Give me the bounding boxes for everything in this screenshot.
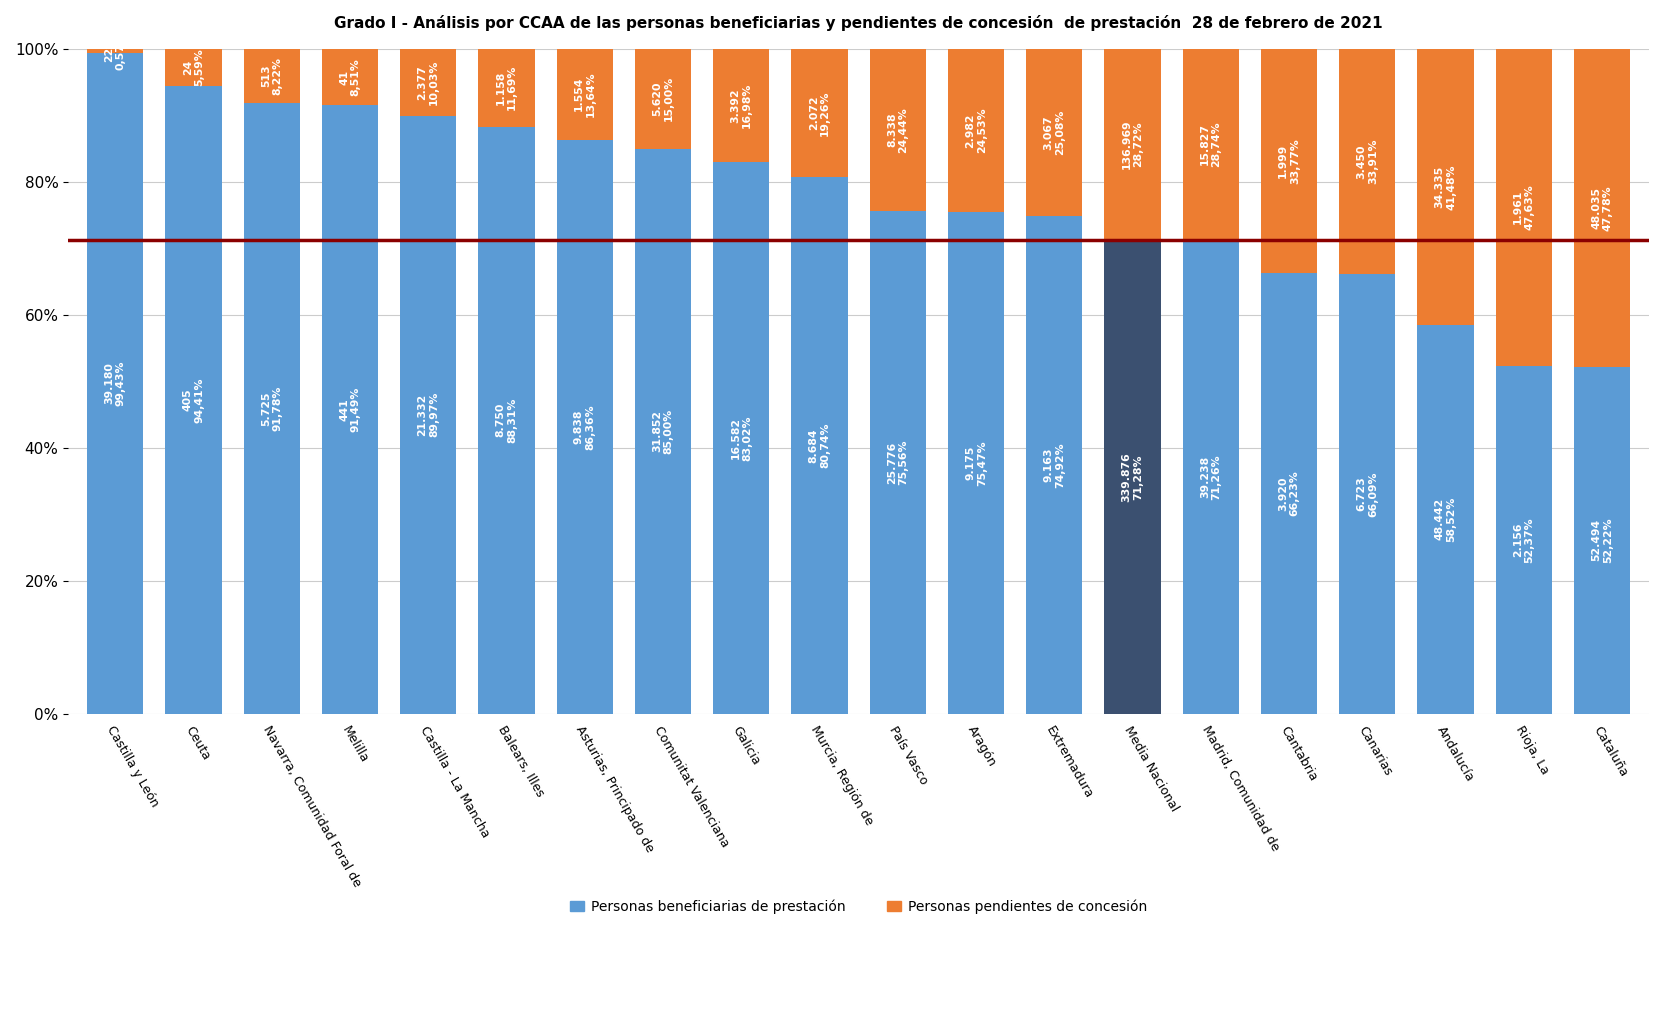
Bar: [792, 49, 847, 176]
Text: 24
5,59%: 24 5,59%: [183, 48, 205, 86]
Text: 15.827
28,74%: 15.827 28,74%: [1200, 122, 1221, 167]
Title: Grado I - Análisis por CCAA de las personas beneficiarias y pendientes de conces: Grado I - Análisis por CCAA de las perso…: [334, 15, 1383, 31]
Text: 39.180
99,43%: 39.180 99,43%: [105, 360, 126, 406]
Text: 6.723
66,09%: 6.723 66,09%: [1356, 471, 1378, 517]
Text: 41
8,51%: 41 8,51%: [339, 58, 361, 96]
Text: 31.852
85,00%: 31.852 85,00%: [652, 408, 674, 453]
Bar: [634, 149, 691, 714]
Bar: [1418, 49, 1474, 324]
Bar: [243, 104, 300, 714]
Text: 34.335
41,48%: 34.335 41,48%: [1434, 164, 1456, 209]
Bar: [478, 49, 534, 126]
Bar: [1574, 49, 1631, 366]
Text: 3.392
16,98%: 3.392 16,98%: [730, 83, 752, 128]
Text: 339.876
71,28%: 339.876 71,28%: [1122, 452, 1143, 502]
Bar: [165, 86, 221, 714]
Bar: [243, 49, 300, 104]
Text: 2.156
52,37%: 2.156 52,37%: [1513, 517, 1534, 562]
Text: 8.750
88,31%: 8.750 88,31%: [496, 397, 518, 443]
Text: 1.158
11,69%: 1.158 11,69%: [496, 65, 518, 111]
Bar: [87, 52, 143, 714]
Text: 16.582
83,02%: 16.582 83,02%: [730, 416, 752, 461]
Text: 25.776
75,56%: 25.776 75,56%: [887, 440, 909, 485]
Text: 5.620
15,00%: 5.620 15,00%: [652, 76, 674, 121]
Bar: [1496, 365, 1553, 714]
Bar: [634, 49, 691, 149]
Text: 8.684
80,74%: 8.684 80,74%: [809, 423, 830, 468]
Bar: [399, 116, 456, 714]
Bar: [1574, 366, 1631, 714]
Bar: [1418, 324, 1474, 714]
Bar: [321, 106, 378, 714]
Bar: [1183, 240, 1240, 714]
Bar: [1340, 49, 1396, 274]
Bar: [714, 49, 769, 162]
Bar: [1027, 215, 1082, 714]
Bar: [1496, 49, 1553, 365]
Text: 8.338
24,44%: 8.338 24,44%: [887, 108, 909, 153]
Text: 405
94,41%: 405 94,41%: [183, 378, 205, 423]
Bar: [948, 212, 1003, 714]
Bar: [478, 126, 534, 714]
Text: 513
8,22%: 513 8,22%: [261, 57, 283, 95]
Bar: [556, 140, 612, 714]
Bar: [1261, 49, 1318, 273]
Bar: [714, 162, 769, 714]
Text: 9.163
74,92%: 9.163 74,92%: [1043, 442, 1065, 487]
Text: 48.442
58,52%: 48.442 58,52%: [1434, 497, 1456, 542]
Text: 1.999
33,77%: 1.999 33,77%: [1278, 139, 1300, 184]
Bar: [556, 49, 612, 140]
Text: 2.982
24,53%: 2.982 24,53%: [965, 108, 987, 153]
Text: 3.920
66,23%: 3.920 66,23%: [1278, 471, 1300, 516]
Bar: [1105, 49, 1161, 240]
Bar: [792, 176, 847, 714]
Text: 441
91,49%: 441 91,49%: [339, 387, 361, 432]
Bar: [948, 49, 1003, 212]
Text: 136.969
28,72%: 136.969 28,72%: [1122, 119, 1143, 169]
Text: 224
0,57%: 224 0,57%: [105, 32, 126, 70]
Text: 1.961
47,63%: 1.961 47,63%: [1513, 185, 1534, 230]
Bar: [399, 49, 456, 116]
Text: 48.035
47,78%: 48.035 47,78%: [1591, 185, 1612, 231]
Text: 9.175
75,47%: 9.175 75,47%: [965, 440, 987, 485]
Bar: [321, 49, 378, 106]
Text: 1.554
13,64%: 1.554 13,64%: [574, 72, 596, 117]
Text: 9.838
86,36%: 9.838 86,36%: [574, 404, 596, 449]
Text: 21.332
89,97%: 21.332 89,97%: [418, 392, 439, 437]
Bar: [870, 49, 925, 211]
Bar: [870, 211, 925, 714]
Text: 3.067
25,08%: 3.067 25,08%: [1043, 110, 1065, 155]
Bar: [165, 49, 221, 86]
Bar: [1105, 240, 1161, 714]
Text: 2.377
10,03%: 2.377 10,03%: [418, 60, 439, 105]
Bar: [1261, 273, 1318, 714]
Text: 52.494
52,22%: 52.494 52,22%: [1591, 517, 1612, 563]
Text: 2.072
19,26%: 2.072 19,26%: [809, 90, 830, 135]
Bar: [1027, 49, 1082, 215]
Bar: [87, 49, 143, 52]
Text: 5.725
91,78%: 5.725 91,78%: [261, 386, 283, 431]
Text: 3.450
33,91%: 3.450 33,91%: [1356, 139, 1378, 185]
Bar: [1183, 49, 1240, 240]
Legend: Personas beneficiarias de prestación, Personas pendientes de concesión: Personas beneficiarias de prestación, Pe…: [564, 894, 1153, 919]
Text: 39.238
71,26%: 39.238 71,26%: [1200, 455, 1221, 500]
Bar: [1340, 274, 1396, 714]
